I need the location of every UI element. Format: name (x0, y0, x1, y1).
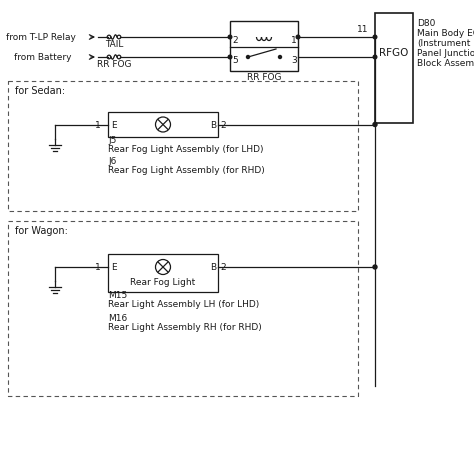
Text: B: B (210, 263, 216, 272)
Text: Main Body ECU: Main Body ECU (417, 29, 474, 38)
Circle shape (373, 36, 377, 40)
Text: 1: 1 (291, 36, 297, 45)
Text: Rear Fog Light Assembly (for RHD): Rear Fog Light Assembly (for RHD) (108, 166, 265, 175)
Circle shape (279, 56, 282, 60)
Text: from T-LP Relay: from T-LP Relay (6, 33, 76, 42)
Bar (108, 113, 218, 138)
Text: Panel Junction: Panel Junction (417, 49, 474, 58)
Text: TAIL: TAIL (105, 40, 123, 49)
Text: Rear Light Assembly LH (for LHD): Rear Light Assembly LH (for LHD) (108, 299, 259, 308)
Text: (Instrument: (Instrument (417, 39, 470, 48)
Circle shape (246, 56, 249, 60)
Text: J6: J6 (108, 156, 117, 166)
Text: for Wagon:: for Wagon: (15, 226, 68, 235)
Text: 11: 11 (357, 25, 368, 34)
Bar (108, 254, 218, 292)
Bar (8, 82, 358, 212)
Text: for Sedan:: for Sedan: (15, 86, 65, 96)
Circle shape (228, 56, 232, 60)
Text: from Battery: from Battery (14, 53, 72, 62)
Text: 2: 2 (232, 36, 237, 45)
Text: RR FOG: RR FOG (247, 73, 281, 82)
Text: M16: M16 (108, 313, 127, 322)
Text: Rear Light Assembly RH (for RHD): Rear Light Assembly RH (for RHD) (108, 322, 262, 331)
Text: 3: 3 (291, 56, 297, 65)
Bar (230, 22, 298, 72)
Circle shape (228, 36, 232, 40)
Text: 5: 5 (232, 56, 238, 65)
Text: Block Assembly): Block Assembly) (417, 59, 474, 68)
Text: 2: 2 (220, 263, 226, 272)
Text: RR FOG: RR FOG (97, 60, 131, 69)
Circle shape (373, 265, 377, 269)
Bar (375, 14, 413, 124)
Text: D80: D80 (417, 19, 436, 28)
Text: 1: 1 (95, 121, 101, 130)
Text: M15: M15 (108, 290, 127, 299)
Text: 2: 2 (220, 121, 226, 130)
Text: E: E (111, 121, 117, 130)
Circle shape (373, 123, 377, 127)
Circle shape (373, 56, 377, 60)
Text: E: E (111, 263, 117, 272)
Text: Rear Fog Light Assembly (for LHD): Rear Fog Light Assembly (for LHD) (108, 145, 264, 154)
Text: RFGO: RFGO (379, 47, 409, 57)
Bar (8, 221, 358, 396)
Text: B: B (210, 121, 216, 130)
Circle shape (296, 36, 300, 40)
Text: J5: J5 (108, 136, 117, 145)
Text: Rear Fog Light: Rear Fog Light (130, 278, 196, 287)
Text: 1: 1 (95, 263, 101, 272)
